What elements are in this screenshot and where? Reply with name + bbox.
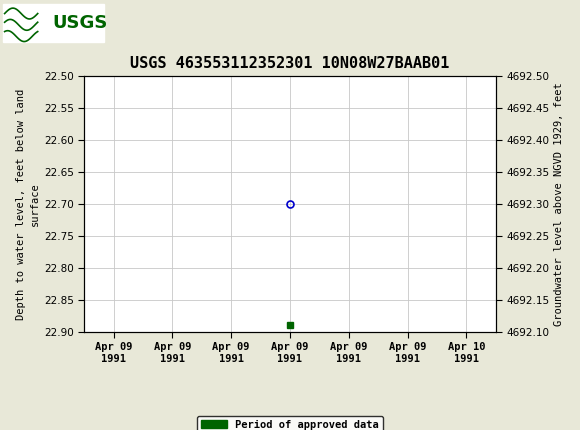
Legend: Period of approved data: Period of approved data: [197, 416, 383, 430]
Bar: [3, 3, 104, 42]
Text: USGS: USGS: [52, 14, 107, 31]
Title: USGS 463553112352301 10N08W27BAAB01: USGS 463553112352301 10N08W27BAAB01: [130, 55, 450, 71]
Y-axis label: Groundwater level above NGVD 1929, feet: Groundwater level above NGVD 1929, feet: [553, 82, 564, 326]
Y-axis label: Depth to water level, feet below land
surface: Depth to water level, feet below land su…: [16, 88, 39, 319]
